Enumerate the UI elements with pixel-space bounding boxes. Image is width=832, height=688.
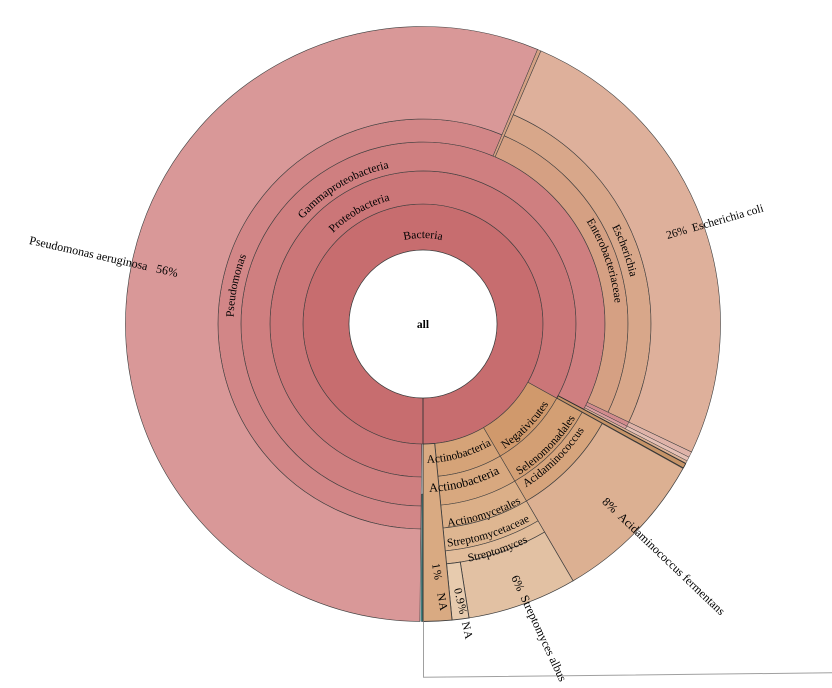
svg-text:Bacteria: Bacteria bbox=[402, 229, 443, 243]
svg-text:all: all bbox=[417, 319, 429, 331]
